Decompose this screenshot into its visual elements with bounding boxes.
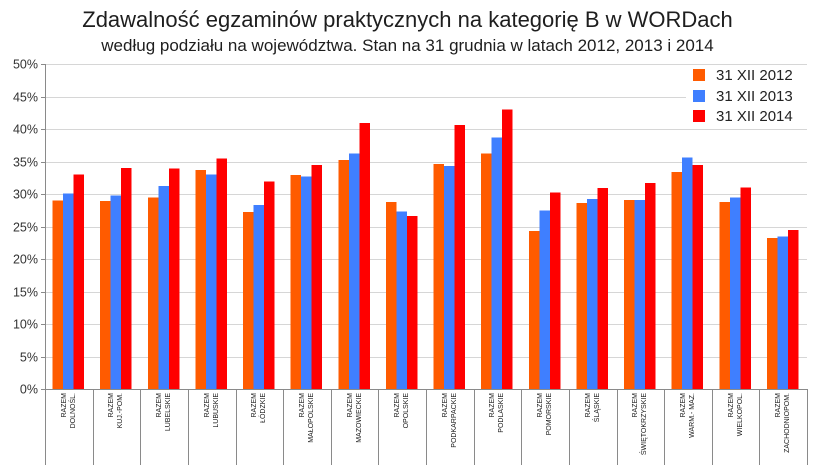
bar-series-3-category-8 [406,216,418,389]
legend-item-2013: 31 XII 2013 [693,88,793,105]
legend-label-2012: 31 XII 2012 [716,67,793,84]
y-axis: 0% 5% 10% 15% 20% 25% 30% 35% 40% 45% 50% [13,58,46,397]
bar-series-2-category-15 [729,197,741,389]
bar-series-3-category-15 [740,187,751,389]
bar-series-1-category-6 [290,175,302,389]
bar-series-1-category-8 [385,201,397,389]
bar-series-2-category-9 [444,166,455,389]
bar-series-1-category-10 [481,153,492,389]
legend-item-2014: 31 XII 2014 [693,108,793,125]
bar-series-3-category-10 [502,109,513,389]
legend-background [686,66,808,125]
bar-series-3-category-2 [121,168,132,389]
y-tick-label: 0% [20,383,38,397]
bar-series-1-category-4 [195,169,206,389]
bar-series-1-category-7 [338,160,349,389]
legend: 31 XII 2012 31 XII 2013 31 XII 2014 [686,66,808,125]
bar-series-2-category-7 [348,153,360,389]
legend-swatch-2012 [693,69,705,81]
bar-series-1-category-2 [100,201,111,389]
y-tick-label: 50% [13,58,38,72]
y-tick-label: 40% [13,123,38,137]
chart-title: Zdawalność egzaminów praktycznych na kat… [82,7,733,32]
y-tick-label: 35% [13,156,38,170]
legend-label-2014: 31 XII 2014 [716,108,793,125]
bar-series-1-category-16 [766,238,778,389]
y-tick-label: 30% [13,188,38,202]
bar-series-2-category-14 [682,157,693,389]
bar-series-3-category-13 [645,182,656,389]
y-tick-label: 45% [13,91,38,105]
bar-series-2-category-4 [205,174,217,389]
bar-series-2-category-6 [301,176,312,389]
bar-series-3-category-9 [454,125,465,389]
bar-series-1-category-15 [719,201,730,389]
bar-series-3-category-6 [311,164,323,389]
bar-series-2-category-12 [586,199,598,389]
y-tick-label: 25% [13,221,38,235]
bar-series-2-category-2 [110,195,122,389]
bar-series-1-category-13 [624,199,635,389]
bars [52,109,799,390]
bar-series-3-category-11 [549,192,561,389]
bar-series-2-category-5 [253,205,264,389]
bar-series-1-category-1 [52,200,63,389]
legend-label-2013: 31 XII 2013 [716,88,793,105]
y-tick-label: 10% [13,318,38,332]
bar-series-3-category-7 [359,123,370,390]
bar-series-2-category-10 [491,137,503,389]
bar-series-3-category-16 [787,229,799,389]
x-axis [41,389,808,465]
legend-swatch-2014 [693,110,705,122]
bar-series-2-category-11 [539,210,550,389]
legend-item-2012: 31 XII 2012 [693,67,793,84]
bar-series-2-category-13 [634,199,645,389]
legend-swatch-2013 [693,90,705,102]
chart-subtitle: według podziału na województwa. Stan na … [100,36,713,55]
bar-series-3-category-14 [692,164,704,389]
bar-series-1-category-3 [147,197,159,389]
bar-series-2-category-8 [396,211,407,389]
bar-series-1-category-5 [243,212,254,389]
bar-series-3-category-1 [73,174,84,389]
y-tick-label: 5% [20,351,38,365]
bar-series-1-category-11 [528,231,540,389]
bar-series-2-category-1 [63,193,74,389]
bar-series-1-category-12 [576,203,587,389]
bar-series-1-category-9 [433,164,444,389]
bar-series-2-category-16 [777,236,788,389]
bar-series-3-category-5 [264,181,275,389]
y-tick-label: 15% [13,286,38,300]
bar-series-3-category-4 [216,158,227,389]
bar-series-2-category-3 [158,186,169,389]
bar-series-3-category-3 [168,168,180,389]
bar-series-1-category-14 [671,171,683,389]
bar-series-3-category-12 [597,188,608,389]
y-tick-label: 20% [13,253,38,267]
